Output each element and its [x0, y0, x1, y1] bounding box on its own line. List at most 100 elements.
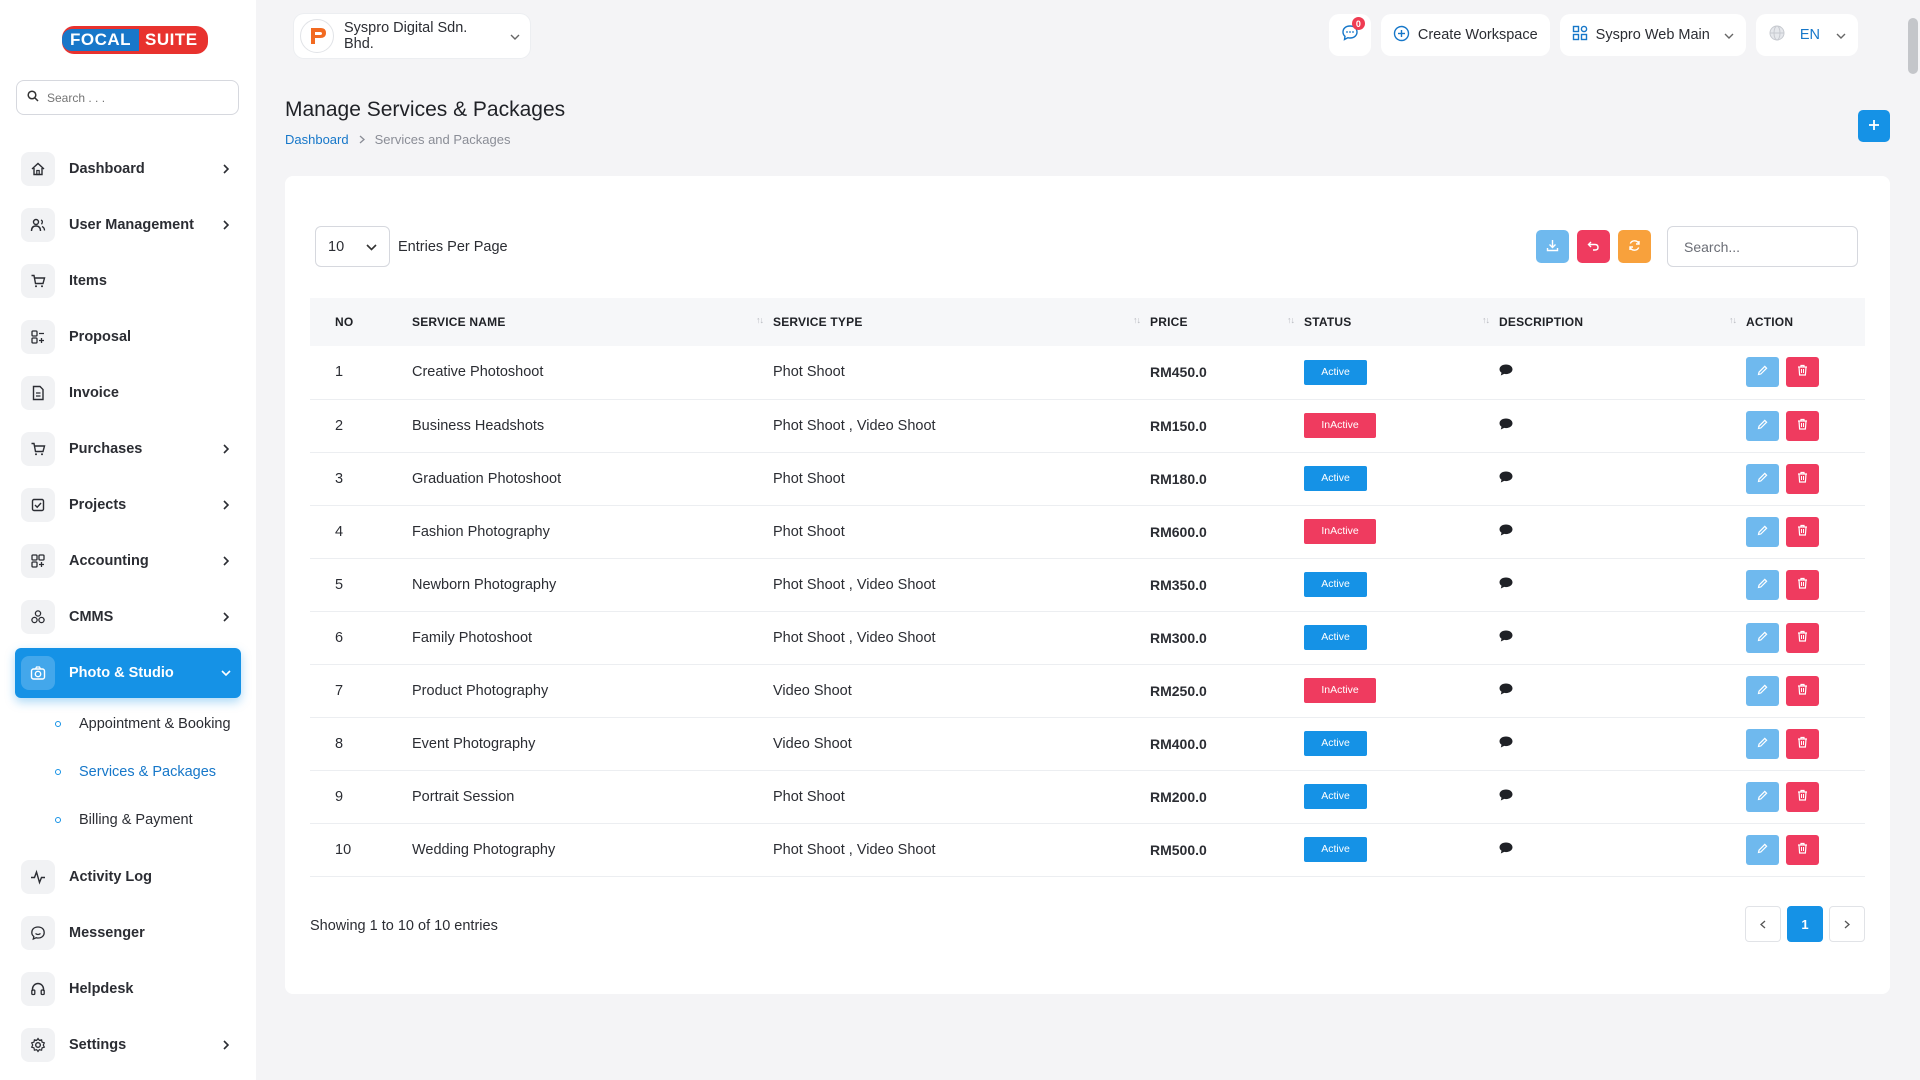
sidebar-item-accounting[interactable]: Accounting [15, 536, 241, 586]
edit-button[interactable] [1746, 834, 1779, 865]
comment-icon[interactable] [1499, 524, 1513, 540]
next-page-button[interactable] [1829, 906, 1865, 942]
delete-button[interactable] [1786, 781, 1819, 812]
workspace-switcher[interactable]: Syspro Web Main [1559, 14, 1746, 56]
sidebar-item-helpdesk[interactable]: Helpdesk [15, 964, 241, 1014]
table-search-input[interactable] [1667, 226, 1858, 267]
language-switcher[interactable]: EN [1755, 14, 1858, 56]
edit-button[interactable] [1746, 410, 1779, 441]
edit-button[interactable] [1746, 463, 1779, 494]
cell-no: 9 [335, 788, 344, 805]
company-switcher[interactable]: Syspro Digital Sdn. Bhd. [294, 14, 530, 58]
reset-button[interactable] [1577, 230, 1610, 263]
delete-button[interactable] [1786, 463, 1819, 494]
cell-no: 8 [335, 735, 344, 752]
col-service-type[interactable]: SERVICE TYPE ↑↓ [773, 298, 1150, 346]
sidebar-item-user-management[interactable]: User Management [15, 200, 241, 250]
page-scrollbar[interactable] [1906, 0, 1920, 1080]
col-description[interactable]: DESCRIPTION ↑↓ [1499, 298, 1746, 346]
delete-button[interactable] [1786, 357, 1819, 388]
chat-icon [21, 916, 55, 950]
comment-icon[interactable] [1499, 789, 1513, 805]
pencil-icon [1757, 630, 1768, 646]
col-status[interactable]: STATUS ↑↓ [1304, 298, 1499, 346]
checkbox-icon [21, 488, 55, 522]
delete-button[interactable] [1786, 728, 1819, 759]
cell-action [1746, 611, 1865, 664]
scrollbar-thumb[interactable] [1908, 18, 1918, 74]
delete-button[interactable] [1786, 410, 1819, 441]
edit-button[interactable] [1746, 357, 1779, 388]
add-service-button[interactable] [1858, 110, 1890, 142]
delete-button[interactable] [1786, 834, 1819, 865]
comment-icon[interactable] [1499, 630, 1513, 646]
edit-button[interactable] [1746, 781, 1779, 812]
sidebar-item-dashboard[interactable]: Dashboard [15, 144, 241, 194]
col-no[interactable]: NO [335, 315, 354, 329]
sidebar-item-label: Proposal [69, 329, 132, 345]
sidebar-item-purchases[interactable]: Purchases [15, 424, 241, 474]
brand-logo[interactable]: FOCAL SUITE [62, 26, 208, 54]
edit-button[interactable] [1746, 622, 1779, 653]
prev-page-button[interactable] [1745, 906, 1781, 942]
edit-button[interactable] [1746, 516, 1779, 547]
home-icon [21, 152, 55, 186]
create-workspace-label: Create Workspace [1417, 27, 1538, 43]
comment-icon[interactable] [1499, 683, 1513, 699]
refresh-button[interactable] [1618, 230, 1651, 263]
submenu-item-services-and-packages[interactable]: Services & Packages [39, 748, 241, 796]
cell-action [1746, 399, 1865, 452]
delete-button[interactable] [1786, 516, 1819, 547]
per-page-select[interactable]: 10 [315, 226, 390, 267]
col-service-name[interactable]: SERVICE NAME ↑↓ [412, 298, 773, 346]
edit-button[interactable] [1746, 675, 1779, 706]
col-price-label: PRICE [1150, 315, 1188, 329]
pencil-icon [1757, 789, 1768, 805]
submenu-item-appointment-and-booking[interactable]: Appointment & Booking [39, 700, 241, 748]
delete-button[interactable] [1786, 675, 1819, 706]
sidebar-item-items[interactable]: Items [15, 256, 241, 306]
create-workspace-button[interactable]: Create Workspace [1380, 14, 1550, 56]
sidebar-item-settings[interactable]: Settings [15, 1020, 241, 1070]
download-button[interactable] [1536, 230, 1569, 263]
pencil-icon [1757, 364, 1768, 380]
sidebar-item-invoice[interactable]: Invoice [15, 368, 241, 418]
messages-button[interactable]: 0 [1328, 14, 1371, 56]
table-row: 1 Creative Photoshoot Phot Shoot RM450.0 Act… [310, 346, 1865, 399]
cell-no: 1 [335, 364, 344, 381]
cart-icon [21, 432, 55, 466]
comment-icon[interactable] [1499, 364, 1513, 380]
delete-button[interactable] [1786, 569, 1819, 600]
sidebar-item-cmms[interactable]: CMMS [15, 592, 241, 642]
comment-icon[interactable] [1499, 736, 1513, 752]
page-button-current[interactable]: 1 [1787, 906, 1823, 942]
edit-button[interactable] [1746, 569, 1779, 600]
proposal-icon [21, 320, 55, 354]
cell-service-name: Business Headshots [412, 417, 545, 434]
comment-icon[interactable] [1499, 471, 1513, 487]
photo-studio-submenu: Appointment & Booking Services & Packages… [15, 700, 241, 844]
cell-no: 4 [335, 523, 344, 540]
comment-icon[interactable] [1499, 418, 1513, 434]
cell-action [1746, 717, 1865, 770]
table-row: 6 Family Photoshoot Phot Shoot , Video Sho… [310, 611, 1865, 664]
submenu-item-billing-and-payment[interactable]: Billing & Payment [39, 796, 241, 844]
sidebar-item-messenger[interactable]: Messenger [15, 908, 241, 958]
col-description-label: DESCRIPTION [1499, 315, 1584, 329]
cell-status: Active [1304, 717, 1499, 770]
col-price[interactable]: PRICE ↑↓ [1150, 298, 1304, 346]
sidebar-item-proposal[interactable]: Proposal [15, 312, 241, 362]
chevron-left-icon [1760, 917, 1766, 932]
sidebar-item-photo-and-studio[interactable]: Photo & Studio [15, 648, 241, 698]
comment-icon[interactable] [1499, 577, 1513, 593]
chevron-right-icon [211, 444, 241, 454]
breadcrumb-dashboard-link[interactable]: Dashboard [285, 132, 349, 147]
sidebar-item-projects[interactable]: Projects [15, 480, 241, 530]
sidebar-search-input[interactable] [47, 90, 227, 105]
edit-button[interactable] [1746, 728, 1779, 759]
col-service-type-label: SERVICE TYPE [773, 315, 863, 329]
comment-icon[interactable] [1499, 842, 1513, 858]
cell-status: InActive [1304, 399, 1499, 452]
sidebar-item-activity-log[interactable]: Activity Log [15, 852, 241, 902]
delete-button[interactable] [1786, 622, 1819, 653]
